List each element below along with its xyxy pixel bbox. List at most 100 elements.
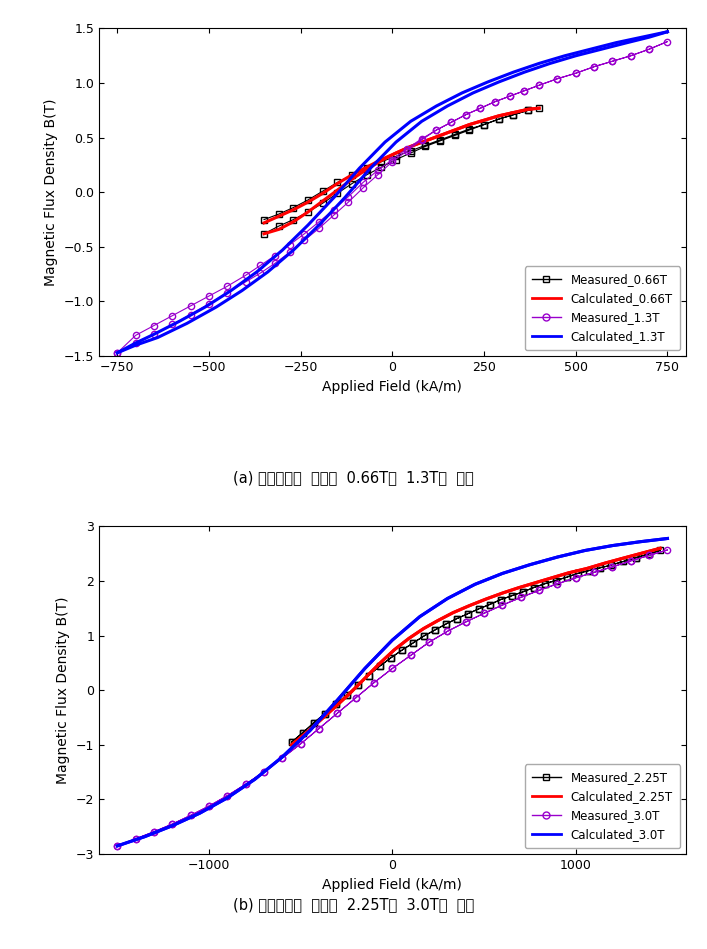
Calculated_2.25T (419, 623, 428, 634)
Measured_0.66T (421, 140, 430, 152)
Calculated_2.25T (346, 687, 354, 698)
Calculated_0.66T (480, 115, 489, 126)
Calculated_3.0T (443, 593, 452, 605)
Measured_0.66T (289, 214, 298, 225)
Text: (a) 자속밀도의  크기가  0.66T와  1.3T인  경우: (a) 자속밀도의 크기가 0.66T와 1.3T인 경우 (233, 470, 474, 485)
Measured_3.0T (663, 545, 672, 556)
Measured_0.66T (274, 220, 283, 232)
Calculated_1.3T (355, 162, 363, 174)
Measured_0.66T (450, 130, 459, 141)
Measured_0.66T (494, 114, 503, 125)
Calculated_2.25T (583, 563, 591, 574)
Measured_2.25T (452, 613, 461, 624)
Y-axis label: Magnetic Flux Density B(T): Magnetic Flux Density B(T) (44, 99, 58, 286)
Measured_0.66T (436, 136, 444, 147)
Measured_1.3T (553, 73, 561, 84)
Measured_1.3T (663, 36, 672, 47)
Calculated_3.0T (388, 634, 397, 645)
Measured_1.3T (477, 102, 485, 114)
Calculated_3.0T (250, 773, 259, 785)
Measured_0.66T (259, 214, 268, 225)
Measured_2.25T (287, 736, 296, 748)
Measured_0.66T (289, 202, 298, 214)
Measured_1.3T (113, 347, 122, 359)
Calculated_0.66T (392, 147, 400, 158)
Calculated_0.66T (509, 107, 518, 119)
Calculated_3.0T (305, 725, 314, 736)
Measured_0.66T (480, 119, 489, 130)
Measured_0.66T (304, 195, 312, 206)
Measured_2.25T (332, 698, 340, 710)
Calculated_2.25T (404, 633, 413, 644)
Calculated_3.0T (113, 840, 122, 851)
Calculated_1.3T (278, 245, 286, 256)
Y-axis label: Magnetic Flux Density B(T): Magnetic Flux Density B(T) (56, 597, 70, 784)
Measured_0.66T (274, 209, 283, 220)
Measured_0.66T (421, 140, 430, 151)
Calculated_3.0T (196, 808, 204, 819)
Calculated_2.25T (531, 577, 539, 588)
Calculated_0.66T (274, 211, 283, 222)
Calculated_1.3T (612, 37, 620, 48)
Calculated_2.25T (515, 582, 523, 593)
Measured_0.66T (377, 156, 385, 167)
Calculated_0.66T (534, 102, 543, 114)
Calculated_0.66T (524, 103, 532, 115)
Calculated_3.0T (141, 831, 149, 843)
Calculated_1.3T (407, 116, 415, 127)
Measured_0.66T (494, 114, 503, 125)
Calculated_0.66T (494, 110, 503, 121)
Calculated_1.3T (663, 26, 672, 37)
Calculated_2.25T (621, 552, 629, 564)
Measured_0.66T (436, 134, 444, 145)
Line: Calculated_1.3T: Calculated_1.3T (117, 31, 667, 353)
Line: Calculated_2.25T: Calculated_2.25T (291, 549, 660, 745)
Calculated_2.25T (564, 568, 573, 579)
Calculated_1.3T (329, 192, 338, 203)
Line: Measured_0.66T: Measured_0.66T (261, 105, 542, 237)
Calculated_1.3T (484, 76, 492, 87)
Line: Measured_2.25T: Measured_2.25T (288, 548, 663, 745)
Measured_0.66T (363, 162, 371, 174)
Line: Measured_1.3T: Measured_1.3T (115, 39, 670, 356)
Measured_0.66T (509, 109, 518, 121)
Measured_0.66T (392, 151, 400, 162)
Text: (b) 자속밀도의  크기가  2.25T와  3.0T인  경우: (b) 자속밀도의 크기가 2.25T와 3.0T인 경우 (233, 897, 474, 912)
Measured_0.66T (348, 169, 356, 180)
Calculated_0.66T (318, 188, 327, 199)
Calculated_2.25T (548, 572, 556, 584)
X-axis label: Applied Field (kA/m): Applied Field (kA/m) (322, 878, 462, 891)
Legend: Measured_0.66T, Calculated_0.66T, Measured_1.3T, Calculated_1.3T: Measured_0.66T, Calculated_0.66T, Measur… (525, 267, 680, 350)
Calculated_3.0T (580, 545, 589, 556)
Measured_0.66T (318, 197, 327, 209)
Calculated_2.25T (375, 658, 384, 669)
Calculated_3.0T (498, 568, 507, 579)
Measured_0.66T (407, 145, 415, 157)
Calculated_2.25T (465, 600, 474, 611)
Calculated_3.0T (278, 752, 286, 763)
Calculated_1.3T (150, 328, 158, 340)
Measured_0.66T (333, 177, 341, 188)
Measured_2.25T (397, 644, 406, 656)
Calculated_3.0T (608, 540, 617, 551)
Measured_3.0T (333, 708, 341, 719)
Calculated_3.0T (168, 820, 177, 831)
Calculated_0.66T (304, 196, 312, 208)
Calculated_0.66T (348, 169, 356, 180)
Measured_1.3T (113, 347, 122, 359)
Legend: Measured_2.25T, Calculated_2.25T, Measured_3.0T, Calculated_3.0T: Measured_2.25T, Calculated_2.25T, Measur… (525, 764, 680, 848)
Calculated_3.0T (416, 611, 424, 623)
Calculated_3.0T (471, 579, 479, 590)
Calculated_1.3T (534, 58, 543, 69)
Calculated_3.0T (663, 532, 672, 544)
Measured_3.0T (608, 561, 617, 572)
Measured_3.0T (534, 585, 543, 596)
Line: Measured_3.0T: Measured_3.0T (115, 547, 670, 849)
Calculated_2.25T (287, 739, 296, 751)
Calculated_3.0T (526, 559, 534, 570)
Calculated_0.66T (377, 154, 385, 165)
Measured_2.25T (656, 545, 665, 556)
Measured_1.3T (132, 329, 140, 341)
Measured_0.66T (377, 161, 385, 173)
Measured_3.0T (113, 840, 122, 851)
